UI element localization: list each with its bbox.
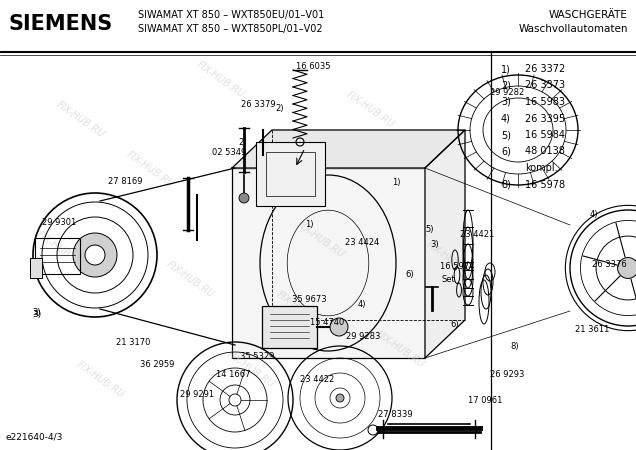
Circle shape xyxy=(336,394,344,402)
Text: 29 9291: 29 9291 xyxy=(180,390,214,399)
Polygon shape xyxy=(425,130,465,358)
Circle shape xyxy=(73,233,117,277)
Text: 8): 8) xyxy=(510,342,518,351)
Text: 3): 3) xyxy=(32,308,41,317)
Text: 23 4424: 23 4424 xyxy=(345,238,379,247)
Text: 02 5349: 02 5349 xyxy=(212,148,246,157)
Text: 21 3611: 21 3611 xyxy=(575,325,609,334)
Text: FIX-HUB.RU: FIX-HUB.RU xyxy=(74,360,126,400)
Text: 1): 1) xyxy=(305,220,314,229)
Text: 1): 1) xyxy=(501,64,511,74)
Text: 16 5983: 16 5983 xyxy=(525,97,565,107)
Text: 26 3376: 26 3376 xyxy=(592,260,626,269)
Text: 2): 2) xyxy=(238,138,247,147)
Text: 29 9301: 29 9301 xyxy=(42,218,76,227)
Text: 15 4740: 15 4740 xyxy=(310,318,344,327)
Text: FIX-HUB.RU: FIX-HUB.RU xyxy=(164,260,216,300)
Text: SIWAMAT XT 850 – WXT850PL/01–V02: SIWAMAT XT 850 – WXT850PL/01–V02 xyxy=(138,24,322,34)
Bar xyxy=(262,306,317,348)
Text: 23 4422: 23 4422 xyxy=(300,375,335,384)
Text: 16 5978: 16 5978 xyxy=(525,180,565,189)
Text: Waschvollautomaten: Waschvollautomaten xyxy=(518,24,628,34)
Text: SIEMENS: SIEMENS xyxy=(8,14,112,34)
Text: 6): 6) xyxy=(501,147,511,157)
Text: 16 5974: 16 5974 xyxy=(440,262,474,271)
Text: FIX-HUB.RU: FIX-HUB.RU xyxy=(225,350,276,390)
Text: 4): 4) xyxy=(358,300,366,309)
Text: FIX-HUB.RU: FIX-HUB.RU xyxy=(124,150,176,190)
Circle shape xyxy=(330,318,348,336)
Text: 5): 5) xyxy=(501,130,511,140)
Text: 26 3379: 26 3379 xyxy=(241,100,275,109)
Text: 26 3372: 26 3372 xyxy=(525,64,565,74)
Text: 23 4421: 23 4421 xyxy=(460,230,494,239)
Text: 8): 8) xyxy=(501,180,511,189)
Text: e221640-4/3: e221640-4/3 xyxy=(5,433,62,442)
Text: 36 2959: 36 2959 xyxy=(140,360,174,369)
Text: 27 8339: 27 8339 xyxy=(378,410,413,419)
Text: 29 9283: 29 9283 xyxy=(346,332,380,341)
Text: Set: Set xyxy=(442,275,456,284)
Text: 29 9282: 29 9282 xyxy=(490,88,524,97)
Text: 1): 1) xyxy=(392,178,401,187)
Text: 4): 4) xyxy=(590,210,598,219)
Text: 16 5984: 16 5984 xyxy=(525,130,565,140)
Text: 48 0138: 48 0138 xyxy=(525,147,565,157)
FancyBboxPatch shape xyxy=(256,142,325,206)
Bar xyxy=(30,258,42,278)
Text: SIWAMAT XT 850 – WXT850EU/01–V01: SIWAMAT XT 850 – WXT850EU/01–V01 xyxy=(138,10,324,20)
Text: 35 5329: 35 5329 xyxy=(240,352,274,361)
Text: FIX-HUB.RU: FIX-HUB.RU xyxy=(294,220,346,260)
Text: 6): 6) xyxy=(405,270,413,279)
Text: 26 3395: 26 3395 xyxy=(525,113,565,123)
Text: 3): 3) xyxy=(32,310,41,319)
Text: 35 9673: 35 9673 xyxy=(292,295,327,304)
Text: 26 3373: 26 3373 xyxy=(525,81,565,90)
Text: 17 0961: 17 0961 xyxy=(468,396,502,405)
Bar xyxy=(232,168,425,358)
Text: FIX-HUB.RU: FIX-HUB.RU xyxy=(54,100,106,140)
Text: 4): 4) xyxy=(501,113,511,123)
Bar xyxy=(266,152,315,196)
Text: 6): 6) xyxy=(450,320,459,329)
Text: 14 1667: 14 1667 xyxy=(216,370,251,379)
Text: 27 8169: 27 8169 xyxy=(108,177,142,186)
Text: FIX-HUB.RU: FIX-HUB.RU xyxy=(274,290,326,330)
Text: FIX-HUB.RU: FIX-HUB.RU xyxy=(344,90,396,130)
Text: WASCHGERÄTE: WASCHGERÄTE xyxy=(549,10,628,20)
Text: 2): 2) xyxy=(501,81,511,90)
Text: 21 3170: 21 3170 xyxy=(116,338,150,347)
Text: FIX-HUB.RU: FIX-HUB.RU xyxy=(424,240,476,280)
Circle shape xyxy=(85,245,105,265)
Text: 3): 3) xyxy=(501,97,511,107)
Text: FIX-HUB.RU: FIX-HUB.RU xyxy=(34,230,86,270)
Text: 3): 3) xyxy=(430,240,439,249)
Text: 5): 5) xyxy=(425,225,434,234)
Circle shape xyxy=(239,193,249,203)
Polygon shape xyxy=(232,130,465,168)
Text: 2): 2) xyxy=(275,104,284,113)
Text: 26 9293: 26 9293 xyxy=(490,370,524,379)
Text: 16 6035: 16 6035 xyxy=(296,62,331,71)
Text: FIX-HUB.RU: FIX-HUB.RU xyxy=(194,60,245,100)
Ellipse shape xyxy=(618,257,636,279)
Text: FIX-HUB.RU: FIX-HUB.RU xyxy=(374,330,426,370)
Text: kompl.: kompl. xyxy=(525,163,558,173)
